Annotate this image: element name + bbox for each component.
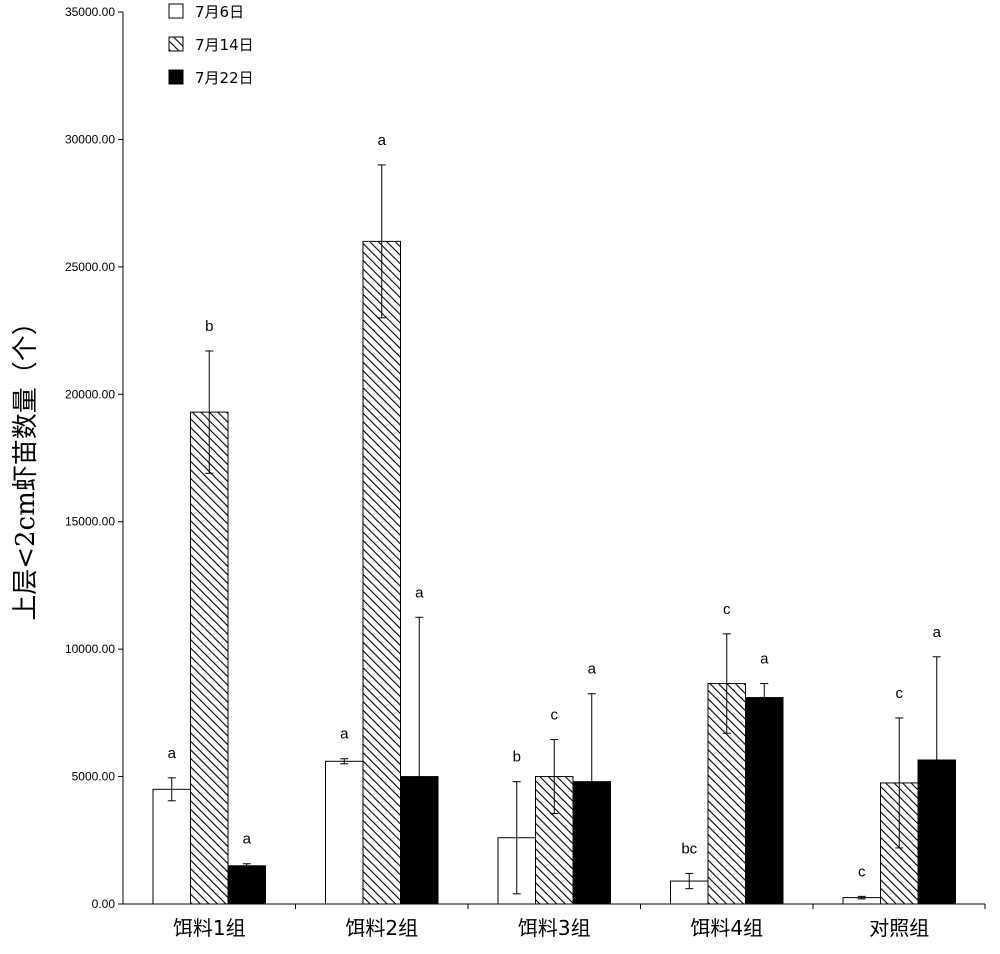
- y-tick-label: 25000.00: [65, 260, 115, 274]
- significance-label: c: [858, 863, 866, 880]
- significance-label: a: [340, 726, 349, 743]
- x-category-label: 对照组: [869, 916, 929, 940]
- bar: [745, 697, 784, 905]
- significance-label: a: [378, 132, 387, 149]
- bar: [152, 788, 191, 905]
- x-category-label: 饵料4组: [690, 916, 763, 940]
- bar: [190, 411, 229, 905]
- legend-swatch: [168, 3, 184, 19]
- legend-label: 7月14日: [195, 36, 254, 54]
- significance-label: b: [205, 318, 213, 335]
- significance-label: a: [168, 745, 177, 762]
- legend-label: 7月6日: [195, 3, 244, 21]
- y-axis-label: 上层<2cm虾苗数量（个）: [11, 309, 41, 621]
- legend-swatch: [168, 36, 184, 52]
- y-tick-label: 10000.00: [65, 642, 115, 656]
- y-tick-label: 30000.00: [65, 132, 115, 146]
- legend-label: 7月22日: [195, 69, 254, 87]
- y-tick-label: 15000.00: [65, 515, 115, 529]
- labels-layer: a a b bc c b a c c c a a a a a: [168, 132, 942, 880]
- x-category-label: 饵料3组: [518, 916, 591, 940]
- significance-label: a: [933, 624, 942, 641]
- bar: [325, 760, 364, 905]
- significance-label: b: [513, 749, 521, 766]
- y-tick-label: 5000.00: [72, 770, 116, 784]
- legend-swatch: [168, 69, 184, 85]
- y-tick-label: 35000.00: [65, 5, 115, 19]
- significance-label: a: [415, 584, 424, 601]
- y-tick-label: 0.00: [92, 897, 116, 911]
- significance-label: a: [243, 831, 252, 848]
- significance-label: c: [551, 707, 559, 724]
- x-category-label: 饵料1组: [173, 916, 246, 940]
- significance-label: a: [760, 651, 769, 668]
- y-tick-label: 20000.00: [65, 387, 115, 401]
- significance-label: c: [896, 685, 904, 702]
- legend: 7月6日 7月14日 7月22日: [168, 3, 254, 87]
- axes: 0.00 5000.00 10000.00 15000.00 20000.00 25000…: [65, 5, 986, 940]
- bars-layer: [152, 164, 956, 905]
- bar: [227, 865, 266, 905]
- significance-label: a: [588, 661, 597, 678]
- significance-label: bc: [681, 840, 697, 857]
- significance-label: c: [723, 601, 731, 618]
- bar: [362, 240, 401, 905]
- x-category-label: 饵料2组: [345, 916, 418, 940]
